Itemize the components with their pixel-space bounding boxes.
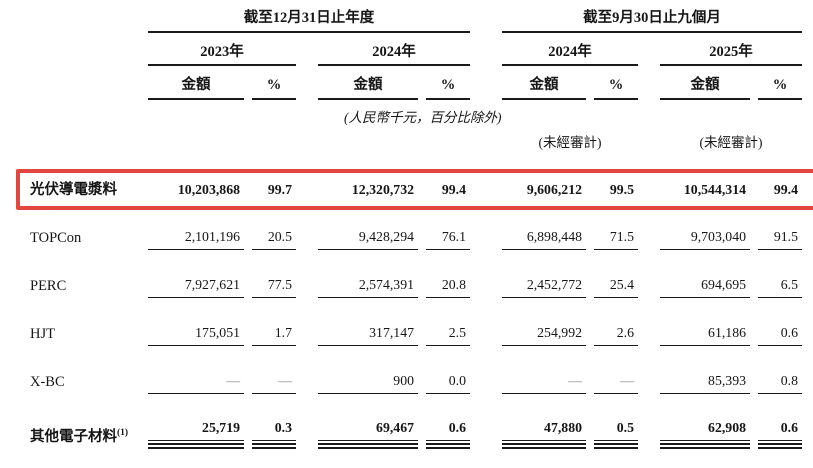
value-cell: — (148, 372, 244, 394)
value-cell: 62,908 (660, 419, 750, 449)
value-cell: 9,703,040 (660, 228, 750, 250)
value-cell: 0.5 (594, 419, 638, 449)
value-cell: 2,574,391 (318, 276, 418, 298)
value-cell: 20.8 (426, 276, 470, 298)
double-rule (594, 443, 638, 449)
row-label: 光伏導電漿料 (30, 182, 117, 198)
value-cell: 0.6 (426, 419, 470, 449)
header-group-titles: 截至12月31日止年度 截至9月30日止九個月 (30, 6, 813, 33)
value-cell: 2,101,196 (148, 228, 244, 250)
double-rule (502, 443, 586, 449)
header-currency-note-row: (人民幣千元，百分比除外) (30, 100, 813, 126)
value-cell: 2.6 (594, 324, 638, 346)
value-cell: 0.6 (758, 324, 802, 346)
year-label-2024-9m: 2024年 (502, 40, 638, 66)
header-subcolumns: 金額 % 金額 % 金額 % 金額 % (30, 66, 813, 100)
header-unaudited-row: (未經審計) (未經審計) (30, 126, 813, 151)
value-cell: 91.5 (758, 228, 802, 250)
value-cell: 254,992 (502, 324, 586, 346)
value-cell: 694,695 (660, 276, 750, 298)
value-cell: — (502, 372, 586, 394)
table-body: 光伏導電漿料 10,203,868 99.7 12,320,732 99.4 9… (16, 169, 813, 468)
double-rule (758, 443, 802, 449)
value-cell: 99.7 (267, 182, 292, 197)
table-row: X-BC — — 900 0.0 — — 85,393 0.8 (30, 372, 813, 394)
value-cell: 47,880 (502, 419, 586, 449)
year-label-2023: 2023年 (148, 40, 296, 66)
table-row: 其他電子材料(1) 25,719 0.3 69,467 0.6 47,880 0… (30, 419, 813, 449)
row-label: 其他電子材料(1) (30, 428, 129, 445)
value-cell: 900 (318, 372, 418, 394)
double-rule (660, 443, 750, 449)
value-cell: 6.5 (758, 276, 802, 298)
value-cell: 1.7 (252, 324, 296, 346)
table-row: HJT 175,051 1.7 317,147 2.5 254,992 2.6 … (30, 324, 813, 346)
unaudited-note: (未經審計) (699, 135, 763, 150)
value-cell: 7,927,621 (148, 276, 244, 298)
value-cell: 25,719 (148, 419, 244, 449)
value-cell: 12,320,732 (351, 182, 414, 197)
percent-header: % (594, 77, 638, 100)
double-rule (252, 443, 296, 449)
value-cell: 61,186 (660, 324, 750, 346)
value-cell: — (594, 372, 638, 394)
double-rule (148, 443, 244, 449)
value-cell: 71.5 (594, 228, 638, 250)
percent-header: % (252, 77, 296, 100)
table-row: 光伏導電漿料 10,203,868 99.7 12,320,732 99.4 9… (16, 169, 813, 210)
year-label-2025-9m: 2025年 (660, 40, 802, 66)
value-cell: 99.4 (773, 182, 798, 197)
value-cell: 10,544,314 (683, 182, 746, 197)
table-row: TOPCon 2,101,196 20.5 9,428,294 76.1 6,8… (30, 228, 813, 250)
table-row: PERC 7,927,621 77.5 2,574,391 20.8 2,452… (30, 276, 813, 298)
year-label-2024: 2024年 (318, 40, 470, 66)
value-cell: 9,606,212 (526, 182, 582, 197)
percent-header: % (758, 77, 802, 100)
double-rule (318, 443, 418, 449)
row-label: PERC (30, 278, 67, 294)
value-cell: 9,428,294 (318, 228, 418, 250)
value-cell: 6,898,448 (502, 228, 586, 250)
value-cell: 175,051 (148, 324, 244, 346)
row-label: HJT (30, 326, 55, 342)
value-cell: 76.1 (426, 228, 470, 250)
amount-header: 金額 (148, 73, 244, 100)
value-cell: 0.8 (758, 372, 802, 394)
row-label: X-BC (30, 374, 65, 390)
currency-note: (人民幣千元，百分比除外) (344, 110, 502, 125)
double-rule (426, 443, 470, 449)
value-cell: 99.5 (609, 182, 634, 197)
value-cell: 2,452,772 (502, 276, 586, 298)
value-cell: — (252, 372, 296, 394)
value-cell: 0.0 (426, 372, 470, 394)
amount-header: 金額 (660, 73, 750, 100)
value-cell: 69,467 (318, 419, 418, 449)
value-cell: 317,147 (318, 324, 418, 346)
value-cell: 2.5 (426, 324, 470, 346)
value-cell: 0.3 (252, 419, 296, 449)
value-cell: 20.5 (252, 228, 296, 250)
value-cell: 25.4 (594, 276, 638, 298)
period-title-annual: 截至12月31日止年度 (148, 6, 470, 33)
unaudited-note: (未經審計) (538, 135, 602, 150)
value-cell: 85,393 (660, 372, 750, 394)
amount-header: 金額 (318, 73, 418, 100)
period-title-nine-months: 截至9月30日止九個月 (502, 6, 802, 33)
value-cell: 99.4 (441, 182, 466, 197)
header-years: 2023年 2024年 2024年 2025年 (30, 33, 813, 66)
row-label: TOPCon (30, 230, 82, 246)
value-cell: 10,203,868 (177, 182, 240, 197)
value-cell: 77.5 (252, 276, 296, 298)
value-cell: 0.6 (758, 419, 802, 449)
amount-header: 金額 (502, 73, 586, 100)
percent-header: % (426, 77, 470, 100)
